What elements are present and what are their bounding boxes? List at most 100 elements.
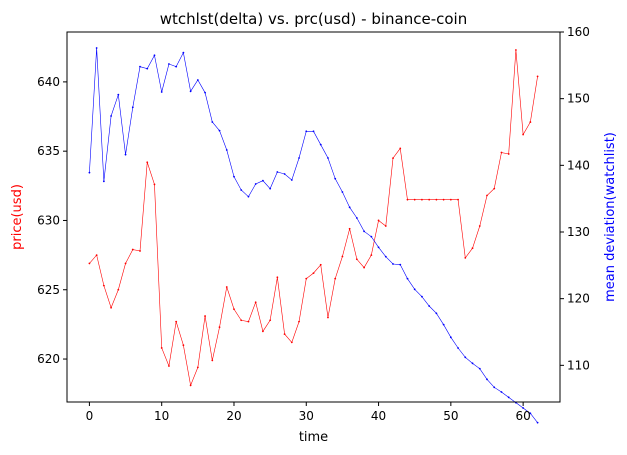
watchlist-point — [95, 47, 98, 49]
watchlist-point — [175, 65, 178, 68]
price-point — [175, 320, 178, 323]
price-point — [110, 306, 112, 309]
watchlist-point — [247, 195, 250, 198]
price-point — [117, 288, 120, 291]
watchlist-point — [471, 362, 474, 365]
y-right-tick-label: 140 — [567, 158, 590, 172]
x-tick-label: 20 — [226, 409, 241, 423]
y-left-tick-label: 630 — [37, 213, 60, 227]
price-point — [204, 315, 206, 317]
watchlist-point — [298, 157, 300, 159]
y-axis-right-label: mean deviation(watchlist) — [603, 132, 618, 302]
price-point — [334, 277, 337, 280]
watchlist-point — [529, 412, 532, 415]
y-right-tick-label: 150 — [567, 92, 590, 106]
watchlist-point — [486, 378, 488, 381]
price-point — [428, 198, 431, 201]
y-right-tick-label: 160 — [567, 25, 590, 39]
watchlist-point — [283, 173, 286, 175]
price-point — [146, 161, 149, 164]
watchlist-point — [384, 255, 387, 258]
x-tick-label: 60 — [515, 409, 530, 423]
watchlist-point — [341, 191, 344, 193]
price-point — [319, 263, 322, 266]
price-point — [95, 254, 98, 257]
watchlist-point — [399, 263, 402, 266]
watchlist-point — [218, 129, 221, 132]
watchlist-point — [449, 336, 452, 339]
x-tick-label: 10 — [154, 409, 169, 423]
watchlist-point — [131, 106, 134, 109]
plot-frame — [66, 31, 561, 403]
y-left-tick-label: 620 — [37, 352, 60, 366]
watchlist-point — [153, 54, 156, 57]
y-left-tick-label: 640 — [37, 75, 60, 89]
price-point — [392, 157, 394, 160]
price-point — [471, 247, 474, 250]
y-right-tick-label: 120 — [567, 292, 590, 306]
x-tick-label: 30 — [299, 409, 314, 423]
price-point — [399, 147, 402, 150]
watchlist-point — [102, 180, 105, 183]
price-point — [233, 308, 235, 311]
watchlist-point — [457, 347, 459, 349]
price-point — [290, 341, 293, 344]
watchlist-point — [355, 217, 358, 219]
price-point — [262, 330, 264, 333]
price-point — [529, 121, 532, 123]
watchlist-point — [413, 288, 416, 291]
watchlist-point — [290, 179, 293, 181]
watchlist-point — [240, 189, 243, 191]
price-point — [225, 286, 228, 288]
watchlist-point — [319, 143, 322, 146]
price-point — [413, 198, 416, 201]
price-point — [363, 266, 365, 269]
price-point — [254, 301, 257, 304]
watchlist-point — [160, 91, 163, 93]
price-point — [449, 198, 452, 201]
price-point — [88, 262, 91, 265]
watchlist-point — [211, 121, 214, 123]
price-point — [139, 250, 141, 252]
watchlist-point — [334, 177, 337, 180]
y-right-tick-label: 110 — [567, 358, 590, 372]
watchlist-point — [305, 130, 308, 133]
price-point — [421, 198, 423, 201]
price-point — [124, 262, 127, 265]
y-axis-left-label: price(usd) — [10, 184, 25, 250]
price-point — [218, 326, 221, 329]
watchlist-point — [464, 356, 467, 359]
price-point — [515, 49, 517, 51]
price-point — [500, 151, 503, 154]
watchlist-point — [189, 90, 192, 93]
price-point — [355, 258, 358, 261]
price-point — [522, 133, 525, 136]
watchlist-point — [254, 183, 257, 185]
watchlist-point — [139, 65, 141, 68]
price-point — [102, 284, 105, 287]
price-point — [370, 254, 373, 257]
price-point — [435, 198, 438, 201]
price-point — [131, 248, 134, 251]
price-point — [276, 276, 279, 279]
price-point — [283, 333, 286, 335]
price-point — [160, 347, 163, 349]
watchlist-point — [435, 312, 438, 315]
price-point — [493, 187, 496, 190]
watchlist-point — [493, 386, 496, 389]
price-point — [247, 320, 250, 323]
x-axis-label: time — [299, 430, 328, 445]
x-tick-label: 50 — [443, 409, 458, 423]
price-point — [153, 183, 156, 186]
price-point — [182, 344, 185, 347]
price-point — [298, 320, 300, 323]
price-point — [377, 219, 380, 222]
price-point — [240, 319, 243, 322]
watchlist-point — [377, 246, 380, 249]
price-point — [269, 319, 272, 322]
watchlist-point — [428, 305, 431, 307]
watchlist-point — [168, 63, 170, 65]
watchlist-point — [204, 91, 206, 94]
watchlist-point — [276, 171, 279, 173]
